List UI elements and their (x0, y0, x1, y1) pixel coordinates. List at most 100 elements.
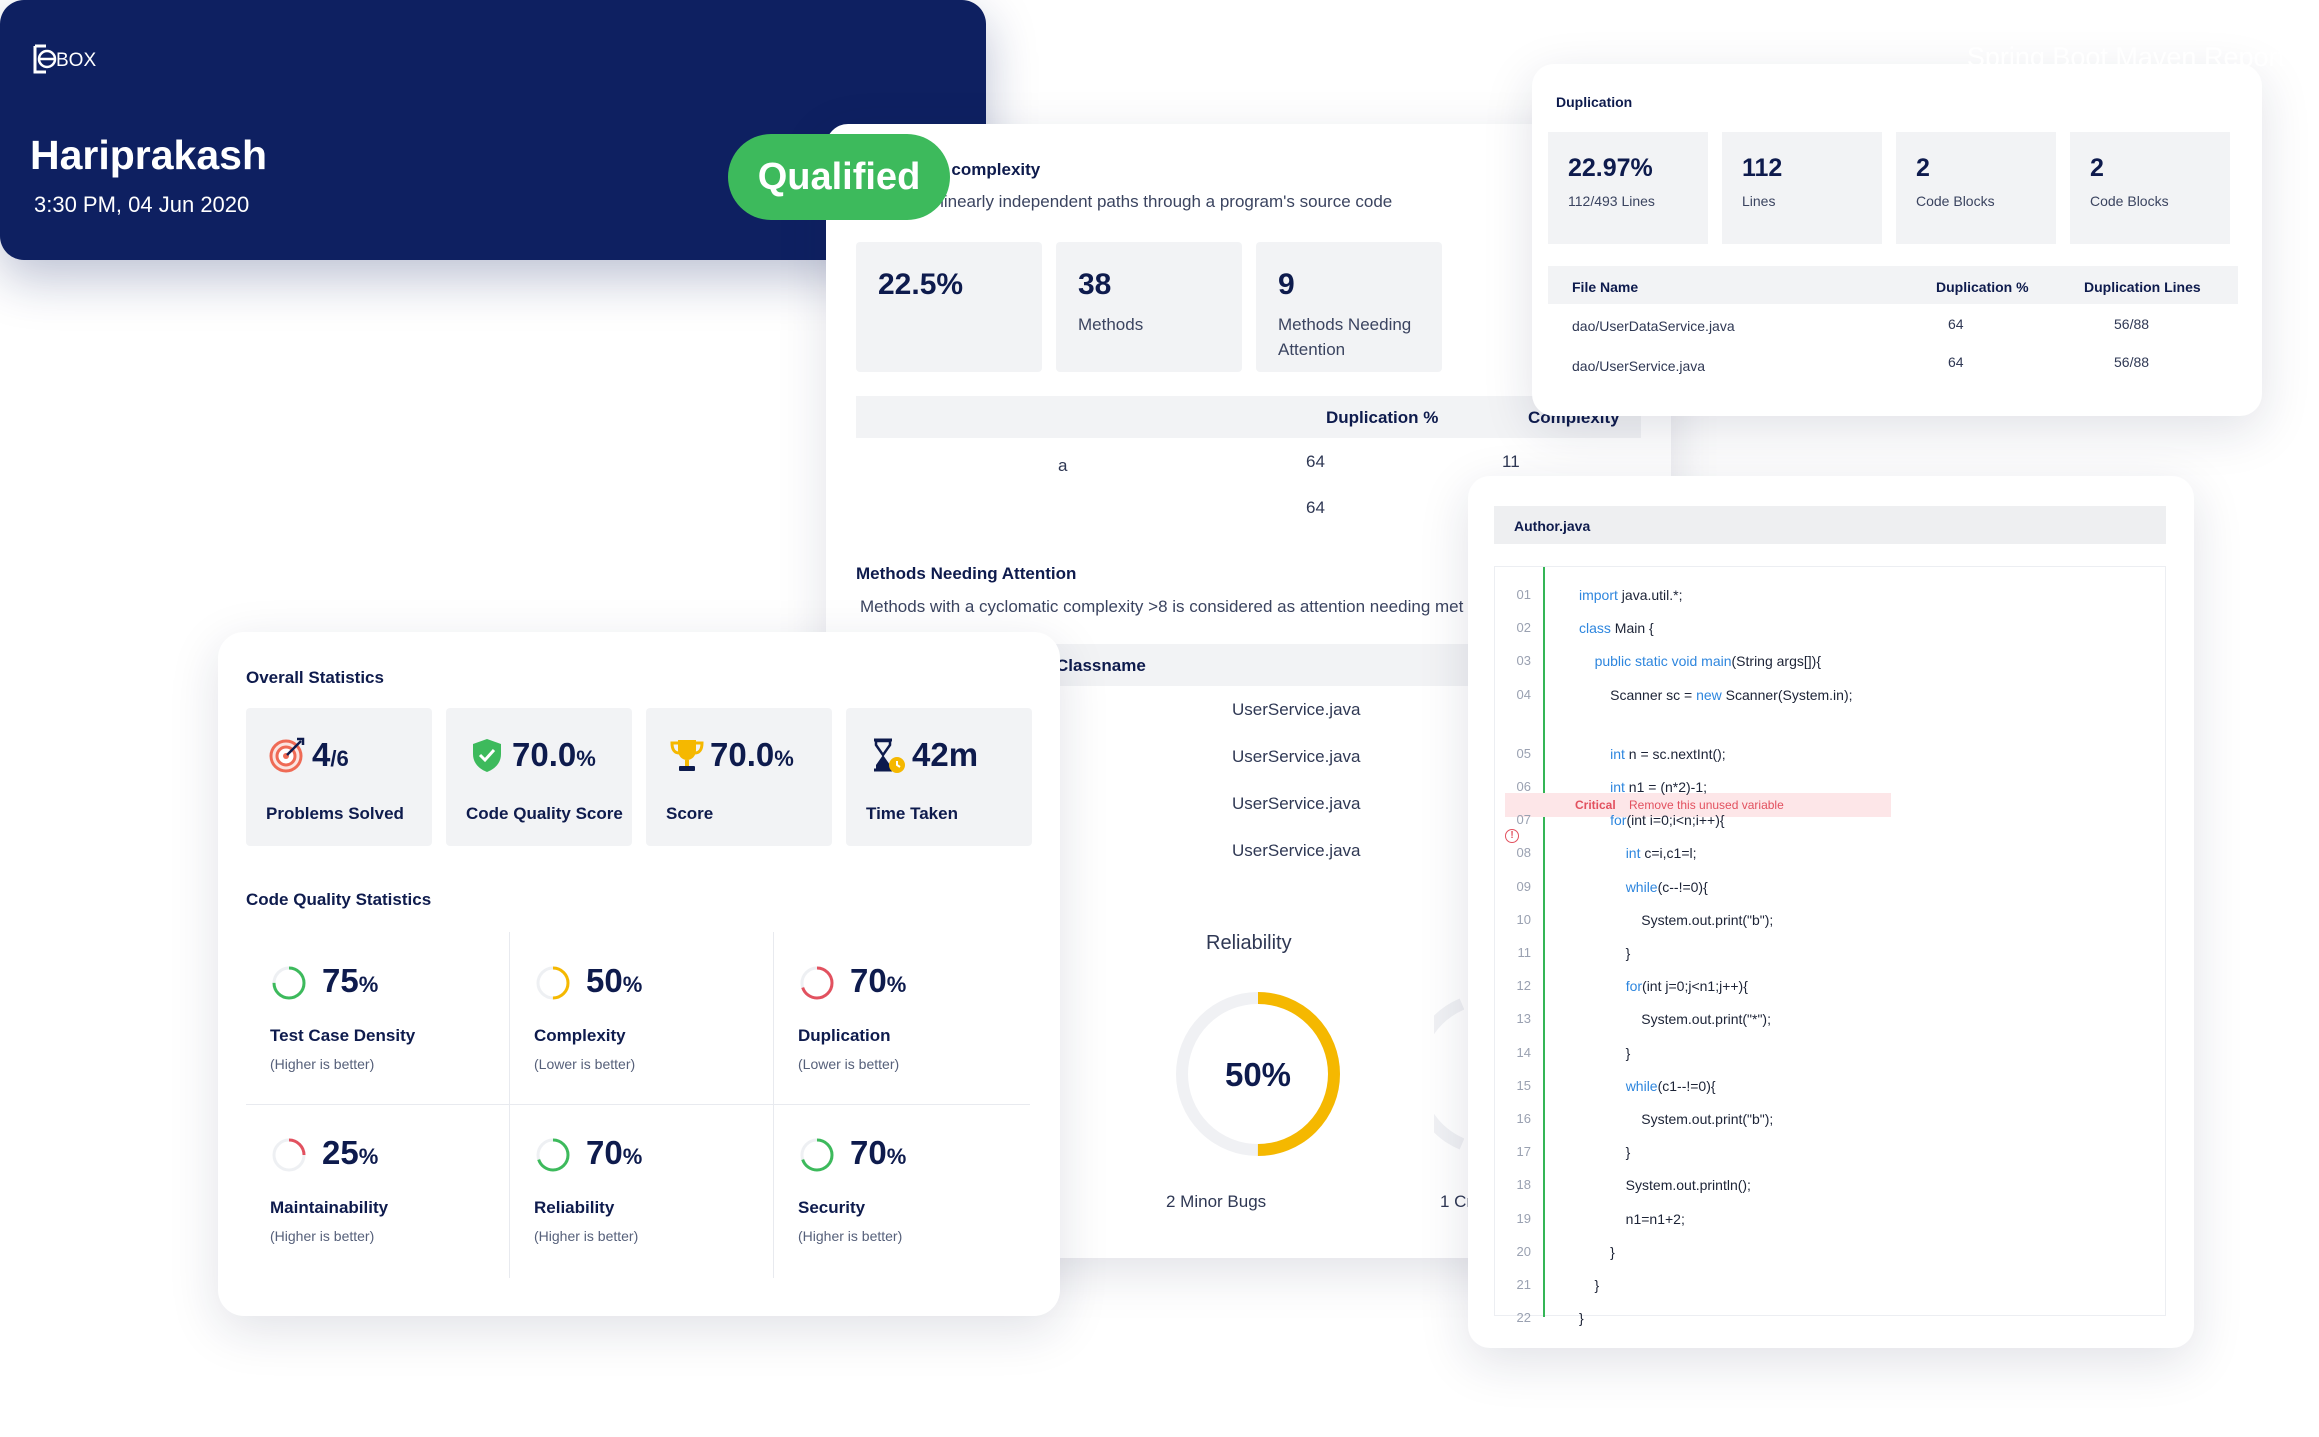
code-line: 10 System.out.print("b"); (1495, 904, 2165, 937)
critical-annotation: Critical Remove this unused variable (1505, 793, 1891, 817)
line-number: 07 (1516, 812, 1531, 828)
column-header-duplication: Duplication % (1326, 408, 1439, 427)
code-keyword: while (1625, 878, 1658, 895)
code-text: public static void main(String args[]){ (1579, 653, 1821, 669)
donut-percent: 50% (1225, 1056, 1291, 1093)
code-token: Scanner sc = (1579, 686, 1697, 703)
code-token (1579, 1078, 1626, 1094)
dup-cell-pct: 64 (1948, 354, 1964, 370)
code-line: 02 class Main { (1495, 612, 2165, 645)
stat-number: 4 (312, 736, 331, 773)
code-text: while(c1--!=0){ (1579, 1078, 1716, 1094)
stat-label: Problems Solved (266, 804, 404, 823)
code-text: import java.util.*; (1579, 587, 1683, 603)
stat-value: 70.0% (710, 736, 794, 774)
code-file-header: Author.java (1494, 506, 2166, 544)
code-text: int n1 = (n*2)-1; (1579, 779, 1707, 795)
metric-number: 50 (586, 962, 623, 999)
code-keyword: new (1696, 686, 1722, 703)
shield-check-icon (473, 739, 501, 772)
line-number: 01 (1516, 587, 1531, 602)
code-text: class Main { (1579, 620, 1654, 636)
metric-number: 25 (322, 1134, 359, 1171)
code-line: 15 while(c1--!=0){ (1495, 1070, 2165, 1103)
critical-tag: Critical (1575, 798, 1616, 812)
code-token: } (1579, 1310, 1584, 1327)
line-number: 18 (1516, 1177, 1531, 1193)
progress-ring-icon (536, 966, 570, 1000)
code-text: System.out.print("b"); (1579, 1111, 1773, 1127)
metric-note: (Higher is better) (534, 1228, 639, 1244)
hourglass-icon (874, 738, 905, 773)
code-text: } (1579, 1310, 1584, 1326)
code-token: } (1579, 1243, 1615, 1260)
code-token (1579, 879, 1626, 895)
cyclomatic-subtitle: Number of linearly independent paths thr… (856, 192, 1393, 211)
line-number: 03 (1516, 653, 1531, 669)
column-header-duplication-lines: Duplication Lines (2084, 279, 2201, 295)
stat-label: Methods Needing Attention (1278, 315, 1412, 359)
code-text: System.out.print("b"); (1579, 912, 1773, 928)
column-header-file-name: File Name (1572, 279, 1639, 295)
metric-suffix: % (358, 972, 379, 997)
stat-value: 9 (1278, 268, 1295, 301)
metric-suffix: % (622, 972, 643, 997)
metric-duplication: 70% Duplication (Lower is better) (774, 932, 1024, 1102)
table-cell-duplication: 64 (1306, 498, 1325, 517)
overall-statistics-title: Overall Statistics (246, 668, 384, 687)
line-number: 04 (1516, 686, 1531, 702)
report-timestamp: 3:30 PM, 04 Jun 2020 (34, 192, 250, 217)
dup-stat: 2 Code Blocks (1896, 132, 2056, 244)
metric-number: 70 (850, 1134, 887, 1171)
progress-ring-icon (272, 1138, 306, 1172)
code-quality-title: Code Quality Statistics (246, 890, 432, 909)
warning-icon[interactable]: ! (1505, 829, 1519, 843)
donut-arc (1176, 992, 1340, 1156)
code-token: Scanner(System.in); (1721, 686, 1853, 703)
stat-label: Time Taken (866, 804, 958, 823)
code-token: } (1579, 1277, 1600, 1293)
grid-divider (509, 932, 510, 1278)
metric-test-case-density: 75% Test Case Density (Higher is better) (246, 932, 496, 1102)
line-number: 16 (1516, 1111, 1531, 1126)
code-text: n1=n1+2; (1579, 1211, 1685, 1227)
code-line: 21 } (1495, 1269, 2165, 1302)
code-keyword: int (1625, 845, 1641, 862)
line-number: 21 (1516, 1277, 1531, 1292)
reliability-donut: 50% (1176, 992, 1340, 1156)
metric-value: 70% (586, 1134, 642, 1172)
status-badge: Qualified (728, 134, 950, 220)
code-token: (c1--!=0){ (1657, 1077, 1716, 1094)
partial-donut (1434, 998, 1464, 1150)
line-number: 11 (1517, 945, 1532, 960)
metric-name: Reliability (534, 1198, 615, 1217)
stat-methods-needing-attention: 9 Methods Needing Attention (1256, 242, 1442, 372)
code-token: java.util.*; (1617, 587, 1683, 603)
code-token (1579, 845, 1626, 861)
stat-time-taken: 42m Time Taken (846, 708, 1032, 846)
metric-suffix: % (886, 972, 907, 997)
code-token (1579, 812, 1610, 828)
code-keyword: int (1610, 779, 1625, 795)
metric-name: Test Case Density (270, 1026, 416, 1045)
line-number: 15 (1516, 1077, 1531, 1093)
line-number: 14 (1516, 1044, 1531, 1060)
report-title: Spring Boot Maven Report (1966, 42, 2285, 72)
metric-suffix: % (622, 1144, 643, 1169)
classname-cell: UserService.java (1232, 841, 1361, 860)
code-line: 12 for(int j=0;j<n1;j++){ (1495, 970, 2165, 1003)
dup-cell-lines: 56/88 (2114, 354, 2150, 370)
classname-cell: UserService.java (1232, 747, 1361, 766)
code-line: 18 System.out.println(); (1495, 1169, 2165, 1202)
code-text: int n = sc.nextInt(); (1579, 746, 1726, 762)
code-keyword: public static void main (1594, 653, 1732, 670)
metric-maintainability: 25% Maintainability (Higher is better) (246, 1104, 496, 1274)
code-token: (int i=0;i<n;i++){ (1626, 812, 1725, 829)
stat-label: Code Quality Score (466, 804, 623, 823)
table-cell-file: a (1058, 456, 1068, 475)
code-body[interactable]: Critical Remove this unused variable ! 0… (1494, 566, 2166, 1326)
stat-number: 70.0 (512, 736, 577, 773)
code-line: 07 for(int i=0;i<n;i++){ (1495, 804, 2165, 837)
code-line: 17 } (1495, 1136, 2165, 1169)
metric-name: Maintainability (270, 1198, 389, 1217)
